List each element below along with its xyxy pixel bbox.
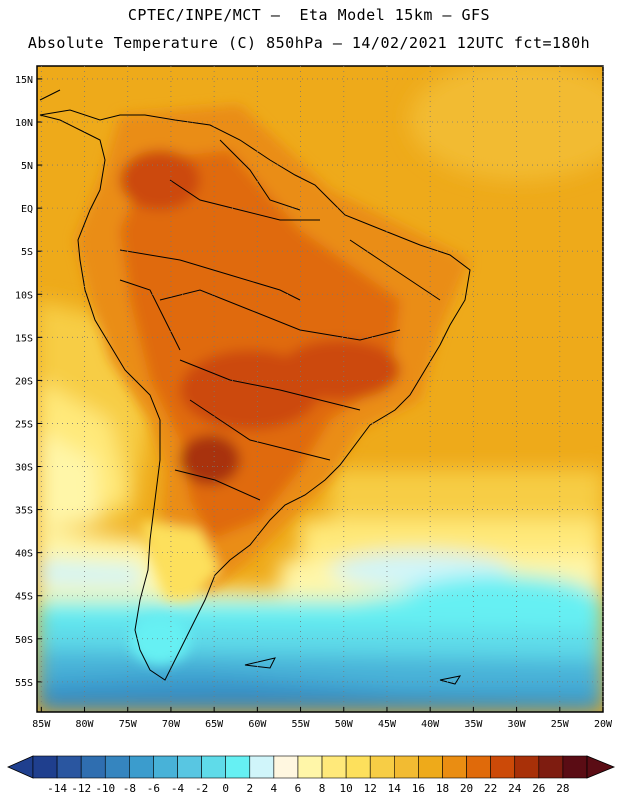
colorbar-swatch bbox=[562, 755, 588, 779]
lat-tick-label: 10S bbox=[15, 290, 33, 301]
lon-tick-label: 20W bbox=[594, 719, 613, 730]
chart-subtitle: Absolute Temperature (C) 850hPa – 14/02/… bbox=[27, 34, 591, 52]
colorbar-label: 6 bbox=[295, 782, 302, 795]
coastlines bbox=[39, 89, 471, 685]
lon-tick-label: 65W bbox=[205, 719, 224, 730]
colorbar-right-arrow bbox=[586, 755, 616, 779]
lat-tick-label: 5N bbox=[21, 161, 33, 172]
colorbar-swatch bbox=[129, 755, 154, 779]
map-frame bbox=[36, 65, 604, 713]
lon-tick-label: 80W bbox=[75, 719, 94, 730]
lat-tick-label: EQ bbox=[21, 204, 33, 215]
lat-tick-label: 45S bbox=[15, 592, 33, 603]
lat-tick-label: 10N bbox=[15, 118, 33, 129]
lon-tick-label: 35W bbox=[464, 719, 483, 730]
colorbar-swatch bbox=[225, 755, 251, 779]
colorbar-label: 24 bbox=[508, 782, 522, 795]
colorbar-swatch bbox=[538, 755, 564, 779]
lon-tick-label: 50W bbox=[335, 719, 354, 730]
colorbar-swatch bbox=[249, 755, 275, 779]
lat-tick-label: 5S bbox=[21, 247, 33, 258]
colorbar-swatch bbox=[201, 755, 226, 779]
latitude-labels: 15N 10N 5N EQ 5S 10S 15S 20S 25S 30S 35S 40S 45S 50S 5… bbox=[15, 75, 33, 689]
colorbar-swatch bbox=[32, 755, 58, 779]
colorbar-label: -6 bbox=[147, 782, 160, 795]
colorbar-label: 0 bbox=[222, 782, 229, 795]
lon-tick-label: 85W bbox=[32, 719, 51, 730]
lon-tick-label: 75W bbox=[119, 719, 138, 730]
colorbar-swatch bbox=[418, 755, 443, 779]
colorbar-label: -10 bbox=[95, 782, 115, 795]
colorbar-label: 4 bbox=[271, 782, 278, 795]
lat-tick-label: 25S bbox=[15, 419, 33, 430]
colorbar-label: 18 bbox=[436, 782, 449, 795]
colorbar-label: 12 bbox=[364, 782, 377, 795]
temperature-field bbox=[37, 66, 603, 712]
lon-tick-label: 45W bbox=[378, 719, 397, 730]
lon-tick-label: 40W bbox=[421, 719, 440, 730]
colorbar-label: 14 bbox=[388, 782, 402, 795]
lat-tick-label: 30S bbox=[15, 463, 33, 474]
colorbar-swatch bbox=[490, 755, 516, 779]
longitude-labels: 85W 80W 75W 70W 65W 60W 55W 50W 45W 40W 35W 30W 25W 2… bbox=[32, 719, 613, 730]
graticule bbox=[37, 66, 604, 712]
colorbar-swatch bbox=[394, 755, 419, 779]
colorbar-label: 26 bbox=[532, 782, 545, 795]
colorbar-label: 10 bbox=[340, 782, 353, 795]
lat-tick-label: 40S bbox=[15, 549, 33, 560]
colorbar-swatch bbox=[442, 755, 467, 779]
colorbar-swatch bbox=[273, 755, 299, 779]
colorbar-label: 2 bbox=[246, 782, 253, 795]
lat-tick-label: 50S bbox=[15, 635, 33, 646]
lon-tick-label: 55W bbox=[292, 719, 311, 730]
colorbar-label: 8 bbox=[319, 782, 326, 795]
lon-tick-label: 30W bbox=[508, 719, 527, 730]
colorbar-swatch bbox=[297, 755, 323, 779]
colorbar-swatch bbox=[345, 755, 371, 779]
colorbar-label: -8 bbox=[123, 782, 136, 795]
lat-tick-label: 15N bbox=[15, 75, 33, 86]
lat-tick-label: 15S bbox=[15, 333, 33, 344]
colorbar-left-arrow bbox=[7, 755, 34, 779]
colorbar-swatch bbox=[177, 755, 202, 779]
colorbar-label: 20 bbox=[460, 782, 473, 795]
lon-tick-label: 60W bbox=[248, 719, 267, 730]
lon-tick-label: 25W bbox=[551, 719, 570, 730]
lat-tick-label: 55S bbox=[15, 678, 33, 689]
colorbar-label: 16 bbox=[412, 782, 425, 795]
colorbar-swatch bbox=[56, 755, 82, 779]
lon-tick-label: 70W bbox=[162, 719, 181, 730]
colorbar-swatch bbox=[369, 755, 395, 779]
colorbar-label: -12 bbox=[71, 782, 91, 795]
chart-title: CPTEC/INPE/MCT – Eta Model 15km – GFS bbox=[127, 6, 491, 24]
colorbar-swatch bbox=[321, 755, 347, 779]
colorbar-label: 22 bbox=[484, 782, 497, 795]
colorbar-label: -4 bbox=[171, 782, 185, 795]
colorbar-swatch bbox=[153, 755, 178, 779]
colorbar-label: -14 bbox=[47, 782, 67, 795]
lat-tick-label: 35S bbox=[15, 506, 33, 517]
colorbar-label: 28 bbox=[556, 782, 569, 795]
colorbar-swatch bbox=[80, 755, 106, 779]
colorbar-swatch bbox=[514, 755, 540, 779]
colorbar-swatch bbox=[466, 755, 491, 779]
colorbar-swatch bbox=[104, 755, 130, 779]
lat-tick-label: 20S bbox=[15, 376, 33, 387]
colorbar-label: -2 bbox=[195, 782, 208, 795]
colorbar: -14 -12 -10 -8 -6 -4 -2 0 2 4 6 8 10 12 14 16 18 20 22 24 26… bbox=[7, 755, 616, 795]
